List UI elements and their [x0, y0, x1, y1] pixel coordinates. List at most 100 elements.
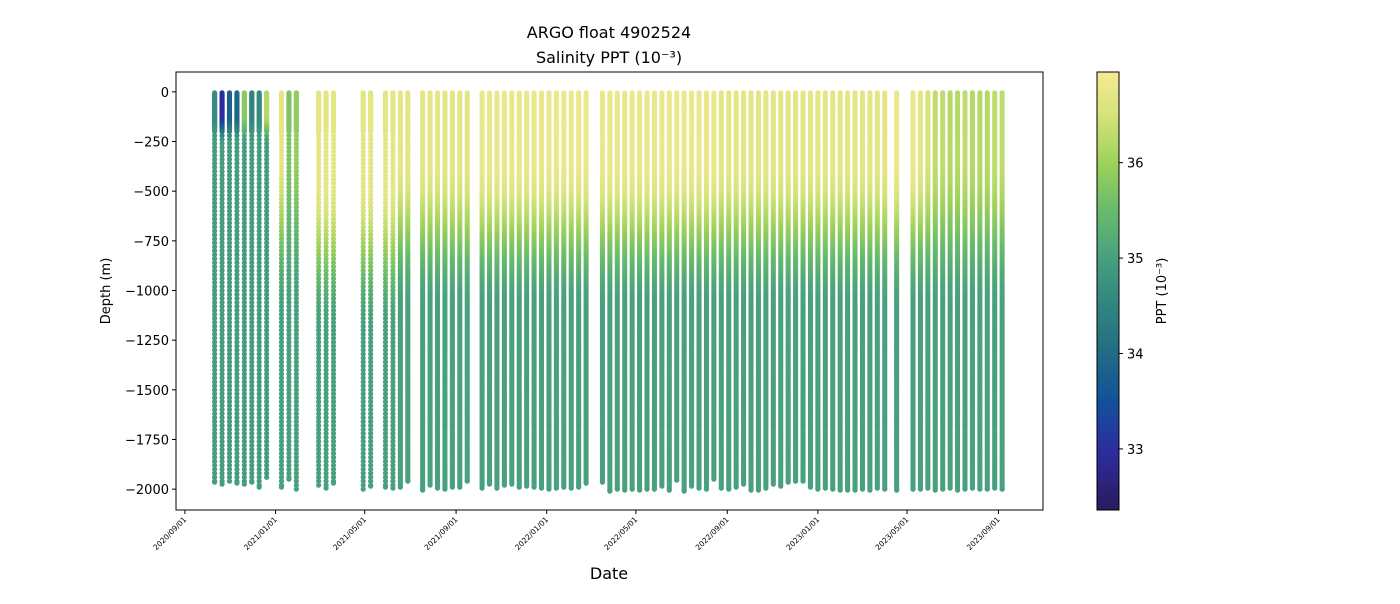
profile-point: [241, 136, 247, 143]
profile-point: [226, 355, 233, 361]
profile-point: [234, 236, 240, 242]
profile-point: [316, 482, 322, 488]
profile-point: [442, 486, 448, 492]
profile-point: [212, 252, 218, 258]
profile-point: [241, 196, 247, 202]
profile-point: [219, 323, 225, 329]
profile-point: [241, 391, 247, 397]
profile-point: [241, 172, 247, 178]
profile-point: [249, 323, 255, 329]
profile-point: [219, 212, 225, 218]
profile-point: [219, 176, 225, 182]
profile-point: [234, 355, 240, 361]
profile-point: [249, 212, 255, 218]
profile-point: [219, 379, 225, 385]
profile-point: [234, 283, 240, 290]
profile-point: [241, 160, 247, 166]
profile-point: [241, 446, 247, 453]
profile-point: [256, 180, 262, 186]
profile-point: [212, 299, 218, 306]
profile-point: [234, 291, 240, 298]
profile-point: [226, 168, 233, 174]
profile-point: [241, 307, 247, 313]
profile-point: [219, 156, 225, 163]
profile-point: [241, 299, 247, 306]
profile-point: [212, 216, 218, 222]
profile-point: [249, 160, 255, 166]
profile-point: [241, 422, 247, 429]
profile-point: [226, 140, 233, 147]
profile-point: [256, 164, 262, 170]
profile-point: [249, 208, 255, 214]
profile-point: [249, 466, 255, 472]
profile-point: [212, 343, 218, 349]
profile-point: [249, 343, 255, 349]
profile-point: [256, 236, 262, 242]
profile-point: [234, 466, 240, 472]
profile-point: [234, 359, 240, 365]
profile-point: [241, 323, 247, 329]
profile-point: [249, 303, 255, 309]
profile-point: [212, 319, 218, 325]
profile-point: [234, 216, 240, 222]
profile-point: [241, 383, 247, 389]
profile-point: [256, 204, 262, 210]
profile-point: [256, 375, 262, 381]
profile-point: [212, 363, 218, 369]
profile-point: [256, 303, 262, 309]
profile-point: [464, 478, 470, 484]
profile-point: [249, 168, 255, 174]
profile-point: [212, 232, 218, 238]
profile-point: [226, 156, 233, 163]
profile-point: [234, 279, 240, 286]
profile-point: [212, 383, 218, 389]
profile-point: [249, 450, 255, 456]
profile-point: [241, 240, 247, 246]
profile: [323, 90, 329, 491]
profile-point: [256, 331, 262, 337]
profile-point: [241, 244, 247, 250]
profile-point: [212, 339, 218, 345]
profile-point: [234, 200, 240, 206]
profile-point: [226, 371, 233, 377]
profile-point: [256, 442, 262, 449]
profile-point: [234, 446, 240, 453]
profile-point: [234, 160, 240, 166]
profile-point: [256, 160, 262, 166]
profile-point: [249, 399, 255, 405]
profile-point: [234, 224, 240, 230]
profile-point: [226, 248, 233, 254]
profile-point: [219, 299, 225, 306]
profile-point: [249, 180, 255, 186]
profile-point: [249, 252, 255, 258]
profile-point: [249, 291, 255, 298]
profile-point: [249, 240, 255, 246]
profile-point: [241, 168, 247, 174]
profile-point: [234, 264, 240, 270]
profile-point: [226, 391, 233, 397]
profile-point: [226, 347, 233, 353]
profile-point: [256, 422, 262, 429]
profile-point: [212, 188, 218, 194]
profile-point: [256, 156, 262, 163]
profile-point: [226, 454, 233, 460]
profile-point: [226, 446, 233, 453]
profile-point: [241, 399, 247, 405]
profile-point: [256, 291, 262, 298]
profile-point: [249, 347, 255, 353]
profile-point: [241, 450, 247, 456]
profile-point: [226, 275, 233, 282]
profile: [256, 90, 262, 490]
profile-point: [256, 367, 262, 373]
profile-point: [241, 152, 247, 159]
profile-point: [226, 474, 233, 480]
profile-point: [219, 204, 225, 210]
profile-point: [212, 327, 218, 333]
profile-point: [249, 148, 255, 155]
profile-point: [226, 442, 233, 449]
profile-point: [241, 343, 247, 349]
profile-point: [256, 216, 262, 222]
profile-point: [241, 470, 247, 476]
profile-point: [256, 132, 262, 139]
profile-point: [226, 367, 233, 373]
